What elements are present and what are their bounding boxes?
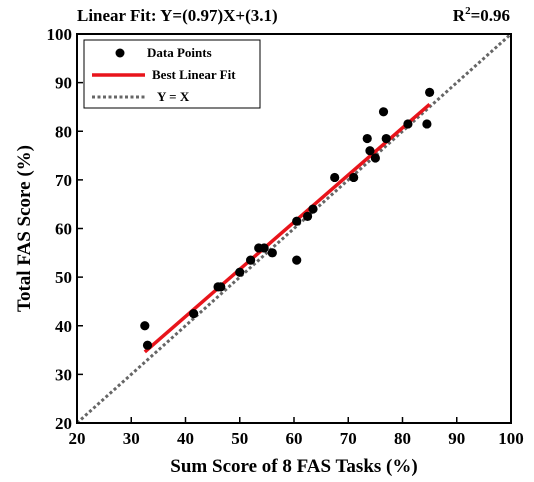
- x-tick-label-80: 80: [394, 429, 411, 448]
- y-axis-label: Total FAS Score (%): [14, 145, 35, 312]
- data-point-2: [189, 308, 199, 319]
- identity-line: [75, 32, 513, 425]
- data-point-0: [140, 321, 150, 331]
- y-tick-label-80: 80: [55, 122, 72, 141]
- x-tick-label-90: 90: [448, 429, 465, 448]
- data-point-4: [216, 282, 226, 292]
- data-point-21: [403, 119, 413, 129]
- legend-label-best-fit: Best Linear Fit: [152, 67, 236, 82]
- data-point-15: [349, 172, 359, 183]
- x-tick-label-70: 70: [340, 429, 357, 448]
- r-squared-label: R2=0.96: [453, 5, 510, 25]
- data-point-12: [302, 211, 313, 221]
- data-point-14: [330, 172, 340, 183]
- y-tick-label-40: 40: [55, 317, 72, 336]
- y-tick-label-60: 60: [55, 220, 72, 239]
- y-tick-label-30: 30: [55, 365, 72, 384]
- data-point-6: [246, 255, 256, 265]
- x-tick-label-20: 20: [69, 429, 86, 448]
- x-tick-label-30: 30: [123, 429, 140, 448]
- y-tick-label-50: 50: [55, 268, 72, 287]
- data-point-9: [267, 248, 277, 258]
- data-point-16: [362, 133, 372, 144]
- y-tick-label-70: 70: [55, 171, 72, 190]
- legend-marker-data-points: [115, 48, 125, 58]
- data-point-1: [142, 340, 153, 350]
- data-point-10: [292, 255, 302, 265]
- data-point-18: [370, 153, 380, 163]
- x-tick-label-100: 100: [498, 429, 524, 448]
- x-tick-label-60: 60: [286, 429, 303, 448]
- x-tick-label-50: 50: [231, 429, 248, 448]
- chart-marks: [75, 32, 513, 425]
- x-axis-label: Sum Score of 8 FAS Tasks (%): [170, 456, 417, 477]
- x-tick-label-40: 40: [177, 429, 194, 448]
- legend-label-y-equals-x: Y = X: [157, 89, 190, 104]
- data-point-20: [381, 133, 391, 144]
- axis-ticks: 20 30 40 50 60 70 80 90 100 20 30 40 50 60 70 80 90 100: [47, 25, 524, 448]
- data-point-5: [235, 267, 245, 277]
- data-point-17: [365, 146, 375, 156]
- y-tick-label-90: 90: [55, 74, 72, 93]
- y-tick-label-100: 100: [47, 25, 73, 44]
- legend: Data Points Best Linear Fit Y = X: [83, 39, 261, 109]
- y-tick-label-20: 20: [55, 414, 72, 433]
- data-point-22: [422, 119, 432, 129]
- fit-equation-label: Linear Fit: Y=(0.97)X+(3.1): [77, 6, 278, 25]
- data-point-11: [292, 216, 302, 226]
- data-point-13: [308, 204, 318, 214]
- data-point-8: [259, 243, 269, 253]
- data-point-23: [425, 87, 435, 97]
- data-point-19: [378, 107, 389, 117]
- legend-label-data-points: Data Points: [147, 45, 212, 60]
